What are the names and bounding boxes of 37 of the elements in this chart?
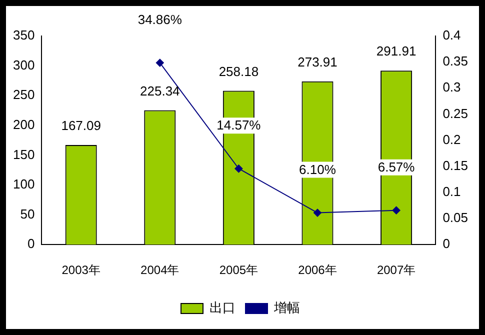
- x-tick-label: 2005年: [219, 263, 258, 278]
- y-tick-label: 300: [12, 57, 35, 72]
- y2-tick-label: 0.05: [442, 210, 468, 226]
- point: [313, 208, 322, 217]
- y2-tick-label: 0.15: [442, 158, 468, 173]
- y2-tick-label: 0.2: [442, 132, 461, 147]
- legend-label: 出口: [210, 300, 236, 316]
- point: [392, 206, 400, 214]
- y-tick-label: 100: [12, 176, 35, 192]
- data-label: 34.86%: [138, 12, 182, 27]
- x-tick-label: 2004年: [140, 263, 180, 278]
- y2-tick-label: 0.35: [442, 54, 468, 69]
- data-label: 6.57%: [378, 159, 416, 174]
- x-tick-label: 2006年: [298, 263, 337, 278]
- x-tick-label: 2007年: [376, 263, 416, 278]
- y-tick-label: 0: [27, 236, 35, 252]
- y-tick-label: 250: [12, 87, 35, 102]
- data-label: 6.10%: [299, 162, 336, 177]
- y-tick-label: 50: [20, 206, 35, 222]
- x-tick-label: 2003年: [62, 263, 100, 278]
- y2-tick-label: 0.25: [442, 106, 468, 121]
- y2-tick-label: 0.1: [442, 184, 461, 200]
- data-label: 258.18: [218, 64, 259, 79]
- data-label: 225.34: [140, 83, 180, 98]
- legend-label: 增幅: [273, 300, 300, 316]
- point: [234, 164, 243, 173]
- point: [156, 58, 164, 67]
- y2-tick-label: 0.4: [442, 28, 461, 43]
- y2-tick-label: 0: [442, 236, 450, 252]
- y-tick-label: 350: [12, 28, 35, 43]
- data-label: 167.09: [61, 118, 101, 134]
- data-label: 291.91: [376, 44, 416, 59]
- data-label: 273.91: [298, 54, 338, 70]
- y-tick-label: 200: [12, 116, 35, 132]
- y2-tick-label: 0.3: [442, 80, 461, 95]
- data-label: 14.57%: [216, 118, 262, 133]
- y-tick-label: 150: [12, 146, 35, 162]
